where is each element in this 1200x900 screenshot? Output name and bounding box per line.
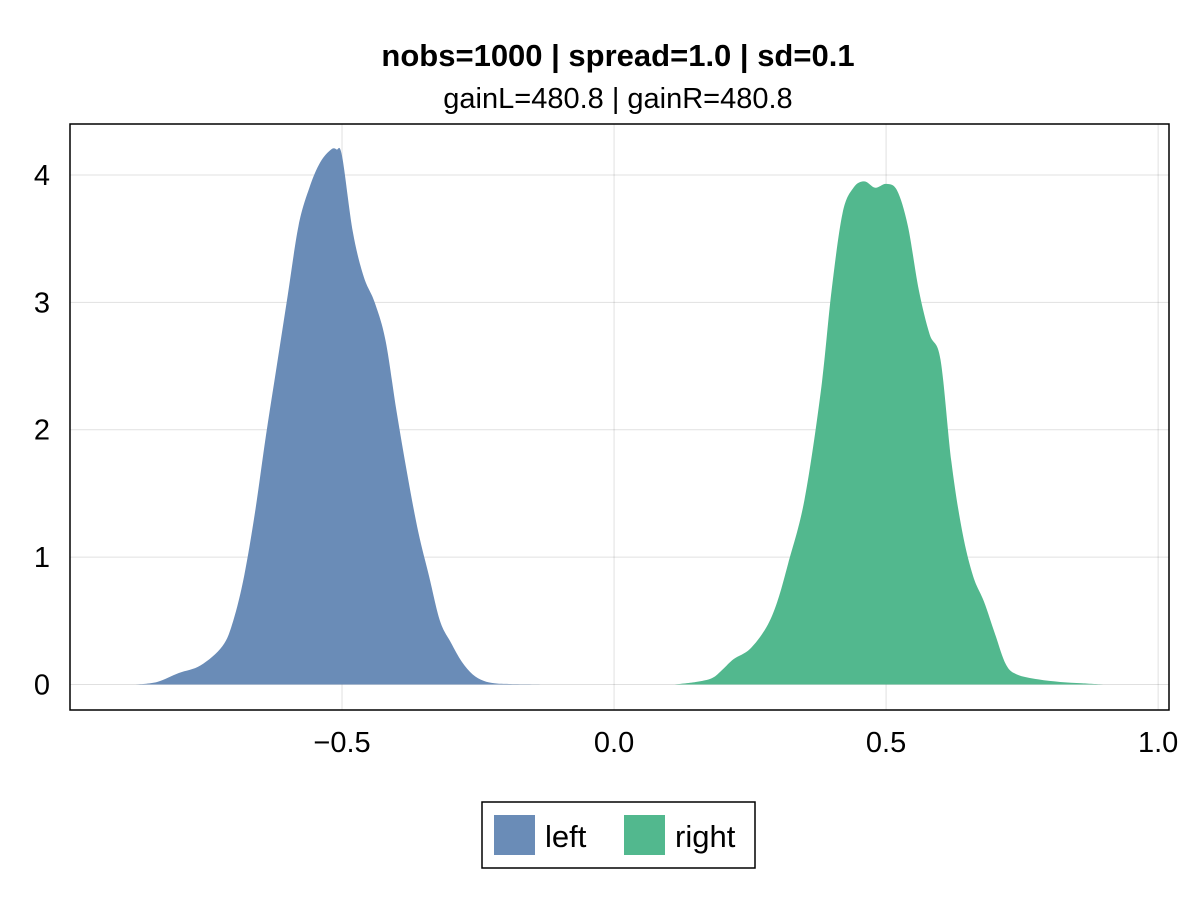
y-axis-ticks: 0 1 2 3 4 (34, 160, 50, 702)
legend-swatch-right (624, 815, 665, 855)
y-tick-label: 1 (34, 542, 50, 574)
y-tick-label: 0 (34, 670, 50, 702)
y-tick-label: 2 (34, 415, 50, 447)
plot-frame (69, 123, 1170, 711)
y-tick-label: 3 (34, 287, 50, 319)
x-tick-label: −0.5 (313, 727, 370, 759)
chart-title: nobs=1000 | spread=1.0 | sd=0.1 (381, 38, 854, 73)
x-tick-label: 1.0 (1138, 727, 1178, 759)
y-tick-label: 4 (34, 160, 50, 192)
density-areas (135, 147, 1104, 685)
chart-subtitle: gainL=480.8 | gainR=480.8 (443, 83, 792, 115)
density-area-left (135, 147, 544, 685)
x-tick-label: 0.5 (866, 727, 906, 759)
legend-label-left: left (545, 819, 587, 854)
legend-box (481, 801, 756, 869)
legend-swatch-left (494, 815, 535, 855)
x-axis-ticks: −0.5 0.0 0.5 1.0 (313, 727, 1178, 759)
density-area-right (673, 181, 1104, 685)
legend-label-right: right (675, 819, 736, 854)
legend: left right (481, 801, 756, 869)
x-tick-label: 0.0 (594, 727, 634, 759)
